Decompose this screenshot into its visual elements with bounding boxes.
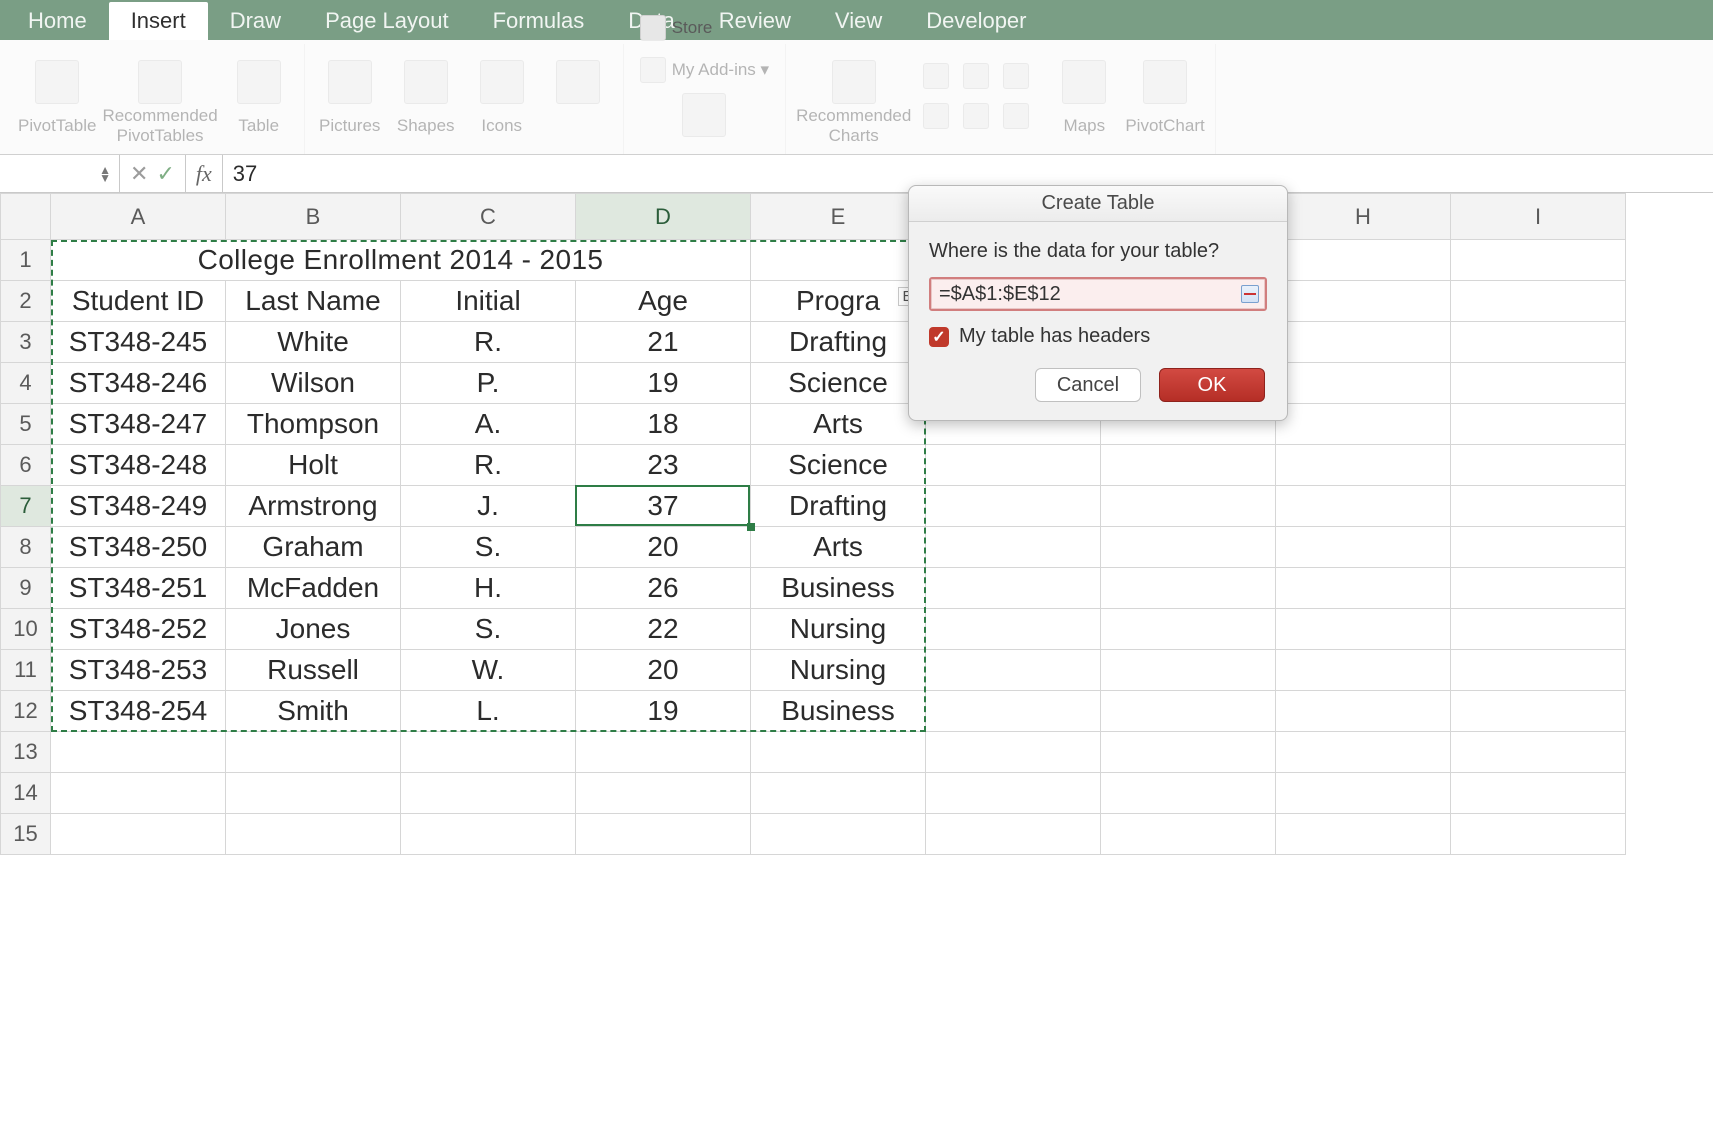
- store-button[interactable]: Store: [634, 11, 775, 45]
- chart-type-icon[interactable]: [963, 103, 989, 129]
- store-icon: [640, 15, 666, 41]
- chart-type-icon[interactable]: [1003, 63, 1029, 89]
- dialog-prompt: Where is the data for your table?: [929, 240, 1267, 263]
- addins-icon: [640, 57, 666, 83]
- chart-type-icon[interactable]: [923, 63, 949, 89]
- ribbon-tab-view[interactable]: View: [813, 2, 904, 40]
- table-icon: [237, 60, 281, 104]
- formula-bar: ▲▼ ✕ ✓ fx 37: [0, 155, 1713, 193]
- fx-label[interactable]: fx: [186, 155, 223, 192]
- worksheet-grid[interactable]: ABCDEFGHI1College Enrollment 2014 - 2015…: [0, 193, 1713, 855]
- icons-button[interactable]: Icons: [467, 54, 537, 146]
- ribbon-tab-developer[interactable]: Developer: [904, 2, 1048, 40]
- ribbon-tab-draw[interactable]: Draw: [208, 2, 303, 40]
- shapes-icon: [404, 60, 448, 104]
- name-box[interactable]: ▲▼: [0, 155, 120, 192]
- cancel-button[interactable]: Cancel: [1035, 368, 1141, 402]
- smartart-icon: [556, 60, 600, 104]
- range-collapse-icon[interactable]: [1241, 285, 1259, 303]
- headers-checkbox-label: My table has headers: [959, 325, 1150, 348]
- ribbon-tab-insert[interactable]: Insert: [109, 2, 208, 40]
- confirm-entry-icon[interactable]: ✓: [156, 161, 174, 187]
- create-table-dialog: Create Table Where is the data for your …: [908, 185, 1288, 421]
- range-input-value: =$A$1:$E$12: [939, 283, 1061, 306]
- chart-type-icon[interactable]: [963, 63, 989, 89]
- ribbon-tab-formulas[interactable]: Formulas: [471, 2, 607, 40]
- chart-type-icon[interactable]: [1003, 103, 1029, 129]
- ribbon-tab-strip: HomeInsertDrawPage LayoutFormulasDataRev…: [0, 0, 1713, 40]
- recommended-pivot-icon: [138, 60, 182, 104]
- ok-button[interactable]: OK: [1159, 368, 1265, 402]
- range-input[interactable]: =$A$1:$E$12: [929, 277, 1267, 311]
- pivotchart-button[interactable]: PivotChart: [1125, 54, 1204, 146]
- recommended-charts-button[interactable]: Recommended Charts: [796, 54, 911, 146]
- ribbon-tab-page-layout[interactable]: Page Layout: [303, 2, 471, 40]
- ribbon-tab-home[interactable]: Home: [6, 2, 109, 40]
- shapes-button[interactable]: Shapes: [391, 54, 461, 146]
- recommended-pivot-button[interactable]: Recommended PivotTables: [102, 54, 217, 146]
- pivot-table-button[interactable]: PivotTable: [18, 54, 96, 146]
- chart-type-icon[interactable]: [923, 103, 949, 129]
- misc-illustrations-button[interactable]: [543, 54, 613, 146]
- maps-button[interactable]: Maps: [1049, 54, 1119, 146]
- name-box-stepper-icon[interactable]: ▲▼: [99, 166, 111, 182]
- pictures-button[interactable]: Pictures: [315, 54, 385, 146]
- cancel-entry-icon[interactable]: ✕: [130, 161, 148, 187]
- modal-dim-overlay: [0, 193, 1713, 855]
- maps-icon: [1062, 60, 1106, 104]
- headers-checkbox[interactable]: ✓: [929, 327, 949, 347]
- pictures-icon: [328, 60, 372, 104]
- icons-icon: [480, 60, 524, 104]
- people-graph-icon: [682, 93, 726, 137]
- pivotchart-icon: [1143, 60, 1187, 104]
- pivot-table-icon: [35, 60, 79, 104]
- table-button[interactable]: Table: [224, 54, 294, 146]
- my-addins-button[interactable]: My Add-ins ▾: [634, 53, 775, 87]
- people-graph-button[interactable]: [682, 87, 726, 179]
- recommended-charts-icon: [832, 60, 876, 104]
- dialog-title: Create Table: [909, 186, 1287, 222]
- ribbon-body: PivotTable Recommended PivotTables Table…: [0, 40, 1713, 155]
